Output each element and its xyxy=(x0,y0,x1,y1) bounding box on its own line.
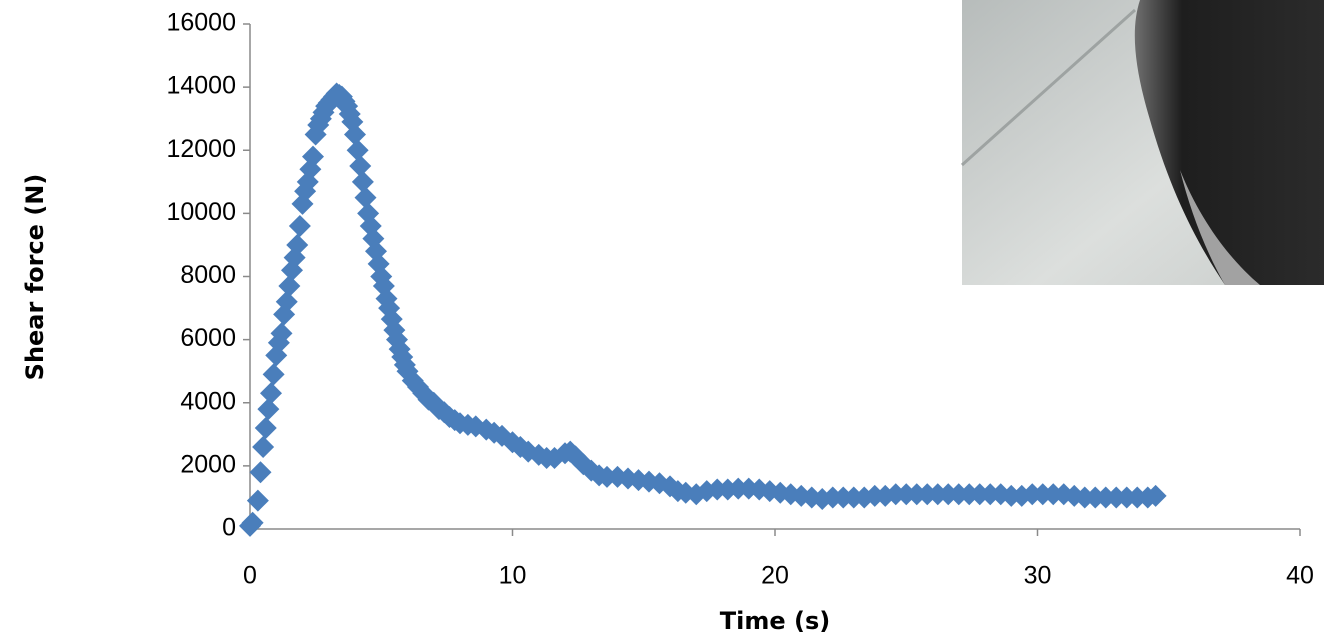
data-point xyxy=(346,139,369,162)
data-point xyxy=(262,363,285,386)
photo-edge xyxy=(960,8,1137,167)
x-tick-label: 30 xyxy=(1024,562,1052,590)
y-tick-label: 8000 xyxy=(180,261,236,289)
photo-highlight xyxy=(1180,170,1260,285)
inset-photo xyxy=(960,0,1324,285)
data-point xyxy=(241,511,264,534)
y-axis-title: Shear force (N) xyxy=(21,174,49,381)
x-tick-label: 10 xyxy=(499,562,527,590)
x-tick-label: 40 xyxy=(1286,562,1314,590)
data-point xyxy=(275,290,298,313)
y-tick-label: 12000 xyxy=(166,135,236,163)
y-tick-label: 10000 xyxy=(166,198,236,226)
data-point xyxy=(278,274,301,297)
data-point xyxy=(257,398,280,421)
data-point xyxy=(349,155,372,178)
photo-rock xyxy=(1134,0,1324,285)
data-point xyxy=(252,435,275,458)
data-point xyxy=(344,123,366,146)
data-point xyxy=(254,417,277,439)
data-point xyxy=(351,170,374,193)
y-tick-label: 16000 xyxy=(166,9,236,37)
x-tick-label: 20 xyxy=(761,562,789,590)
data-point xyxy=(1144,484,1167,507)
data-point xyxy=(288,215,311,237)
data-point xyxy=(302,145,324,168)
y-tick-label: 4000 xyxy=(180,387,236,415)
x-axis-title: Time (s) xyxy=(720,607,830,635)
data-point xyxy=(249,461,272,484)
data-point xyxy=(354,186,377,209)
data-point xyxy=(260,382,282,405)
y-tick-label: 0 xyxy=(222,514,236,542)
y-tick-label: 14000 xyxy=(166,72,236,100)
data-point xyxy=(286,233,309,256)
x-tick-label: 0 xyxy=(243,562,257,590)
y-tick-label: 2000 xyxy=(180,450,236,478)
y-tick-label: 6000 xyxy=(180,324,236,352)
data-point xyxy=(246,489,269,512)
data-point xyxy=(270,322,293,345)
